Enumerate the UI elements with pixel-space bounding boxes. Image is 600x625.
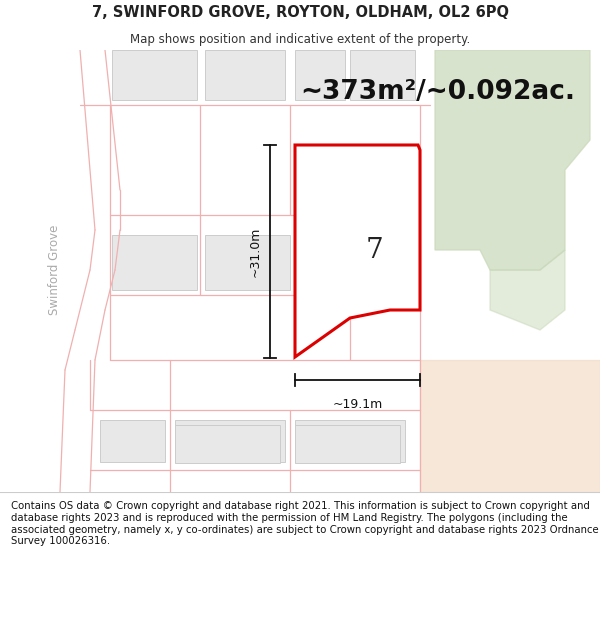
Text: ~19.1m: ~19.1m	[332, 398, 383, 411]
Text: ~31.0m: ~31.0m	[249, 226, 262, 277]
Text: 7, SWINFORD GROVE, ROYTON, OLDHAM, OL2 6PQ: 7, SWINFORD GROVE, ROYTON, OLDHAM, OL2 6…	[91, 5, 509, 20]
Text: Swinford Grove: Swinford Grove	[49, 225, 62, 315]
Bar	[175, 425, 280, 463]
Bar	[295, 50, 345, 100]
Bar	[112, 235, 197, 290]
Bar	[205, 235, 290, 290]
Bar	[350, 50, 415, 100]
Polygon shape	[435, 50, 590, 270]
Bar	[295, 420, 405, 462]
Text: 7: 7	[366, 236, 384, 264]
Bar	[112, 50, 197, 100]
Bar	[295, 425, 400, 463]
Text: Contains OS data © Crown copyright and database right 2021. This information is : Contains OS data © Crown copyright and d…	[11, 501, 598, 546]
Text: Map shows position and indicative extent of the property.: Map shows position and indicative extent…	[130, 32, 470, 46]
Bar	[175, 420, 285, 462]
Text: ~373m²/~0.092ac.: ~373m²/~0.092ac.	[300, 79, 575, 105]
Bar	[100, 420, 165, 462]
Polygon shape	[295, 145, 420, 357]
Polygon shape	[490, 250, 565, 330]
Polygon shape	[420, 360, 600, 492]
Bar	[205, 50, 285, 100]
